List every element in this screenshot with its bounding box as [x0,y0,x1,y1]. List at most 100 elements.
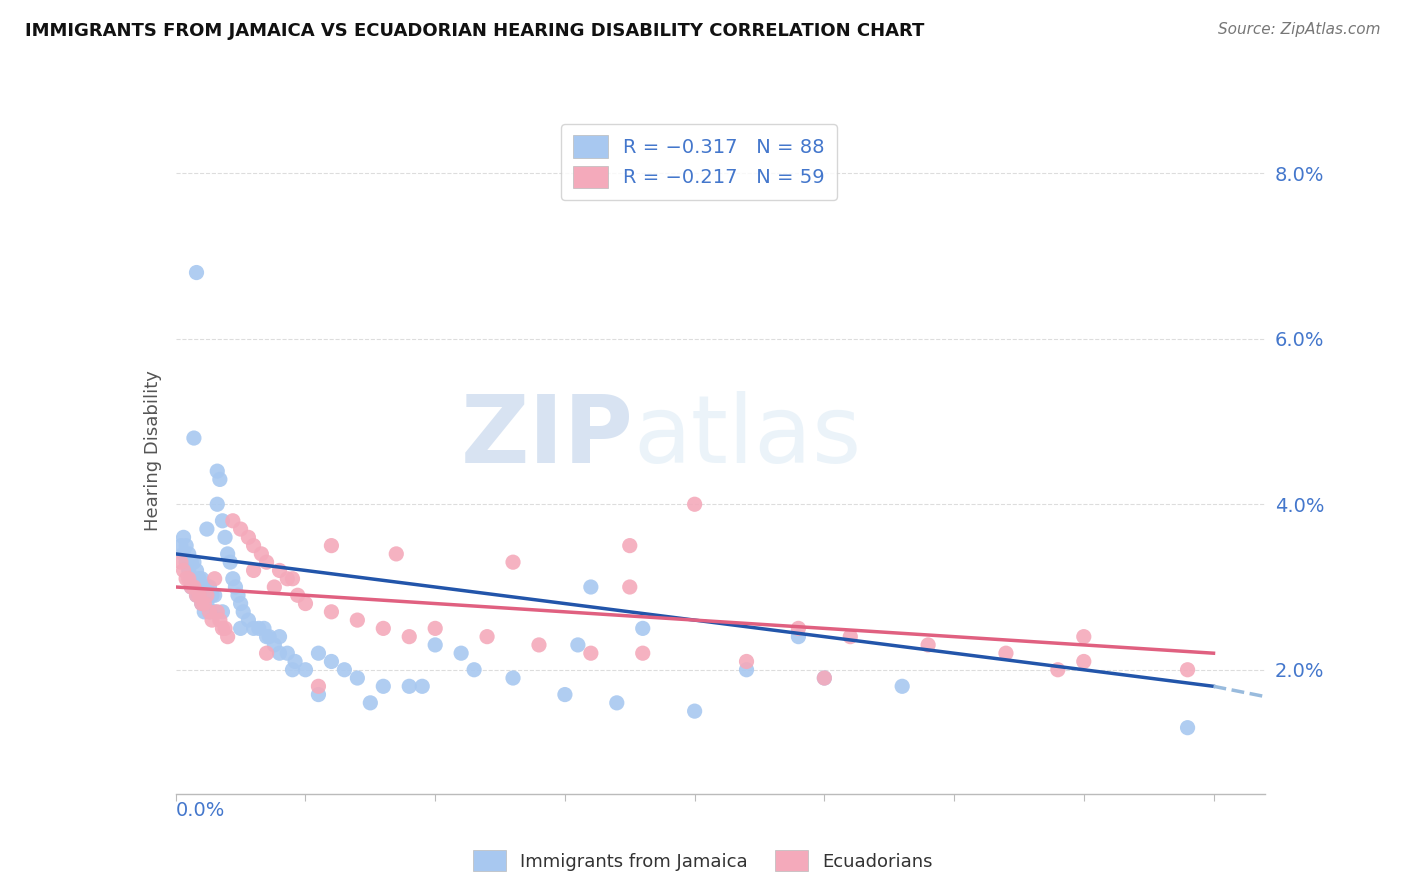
Point [188,588,211,602]
Point [579,646,602,660]
Point [263,580,285,594]
Point [190,580,212,594]
Point [188,580,211,594]
Point [1073,655,1095,669]
Point [735,663,758,677]
Point [193,588,215,602]
Point [281,663,304,677]
Point [1073,630,1095,644]
Point [269,630,291,644]
Point [174,539,197,553]
Point [579,580,602,594]
Point [475,630,498,644]
Point [606,696,628,710]
Y-axis label: Hearing Disability: Hearing Disability [143,370,162,531]
Point [217,547,239,561]
Point [425,621,447,635]
Point [190,597,212,611]
Point [567,638,589,652]
Point [321,655,343,669]
Point [527,638,550,652]
Point [195,588,218,602]
Point [346,671,368,685]
Point [186,580,208,594]
Point [891,679,914,693]
Point [631,621,654,635]
Point [242,539,264,553]
Point [238,613,260,627]
Point [229,597,252,611]
Point [242,621,264,635]
Point [359,696,381,710]
Point [263,638,285,652]
Text: 0.0%: 0.0% [176,801,225,820]
Point [177,564,200,578]
Point [229,621,252,635]
Point [195,597,218,611]
Point [204,588,226,602]
Point [256,646,278,660]
Point [294,663,316,677]
Point [174,555,197,569]
Point [208,472,231,486]
Point [787,621,810,635]
Point [183,580,205,594]
Point [207,605,229,619]
Point [411,679,433,693]
Point [173,530,195,544]
Point [170,555,193,569]
Point [180,555,202,569]
Point [385,547,408,561]
Point [281,572,304,586]
Point [174,572,197,586]
Point [173,564,195,578]
Point [813,671,835,685]
Point [994,646,1017,660]
Legend: Immigrants from Jamaica, Ecuadorians: Immigrants from Jamaica, Ecuadorians [467,843,939,879]
Text: Source: ZipAtlas.com: Source: ZipAtlas.com [1218,22,1381,37]
Point [201,613,224,627]
Point [193,597,215,611]
Point [307,688,329,702]
Point [683,497,706,511]
Point [257,630,280,644]
Point [193,605,215,619]
Point [450,646,472,660]
Point [183,572,205,586]
Point [373,621,395,635]
Point [276,572,298,586]
Point [226,588,249,602]
Point [195,580,218,594]
Point [242,564,264,578]
Point [256,630,278,644]
Point [186,588,208,602]
Point [188,588,211,602]
Point [214,530,236,544]
Point [180,580,202,594]
Point [229,522,252,536]
Point [463,663,485,677]
Point [425,638,447,652]
Point [198,580,221,594]
Point [190,597,212,611]
Point [813,671,835,685]
Point [188,572,211,586]
Point [321,605,343,619]
Point [631,646,654,660]
Point [207,497,229,511]
Point [211,514,233,528]
Point [232,605,254,619]
Point [201,588,224,602]
Point [294,597,316,611]
Point [250,547,273,561]
Point [284,655,307,669]
Point [224,580,246,594]
Point [195,522,218,536]
Point [398,679,420,693]
Point [211,605,233,619]
Point [307,646,329,660]
Point [398,630,420,644]
Point [180,572,202,586]
Point [204,572,226,586]
Point [247,621,270,635]
